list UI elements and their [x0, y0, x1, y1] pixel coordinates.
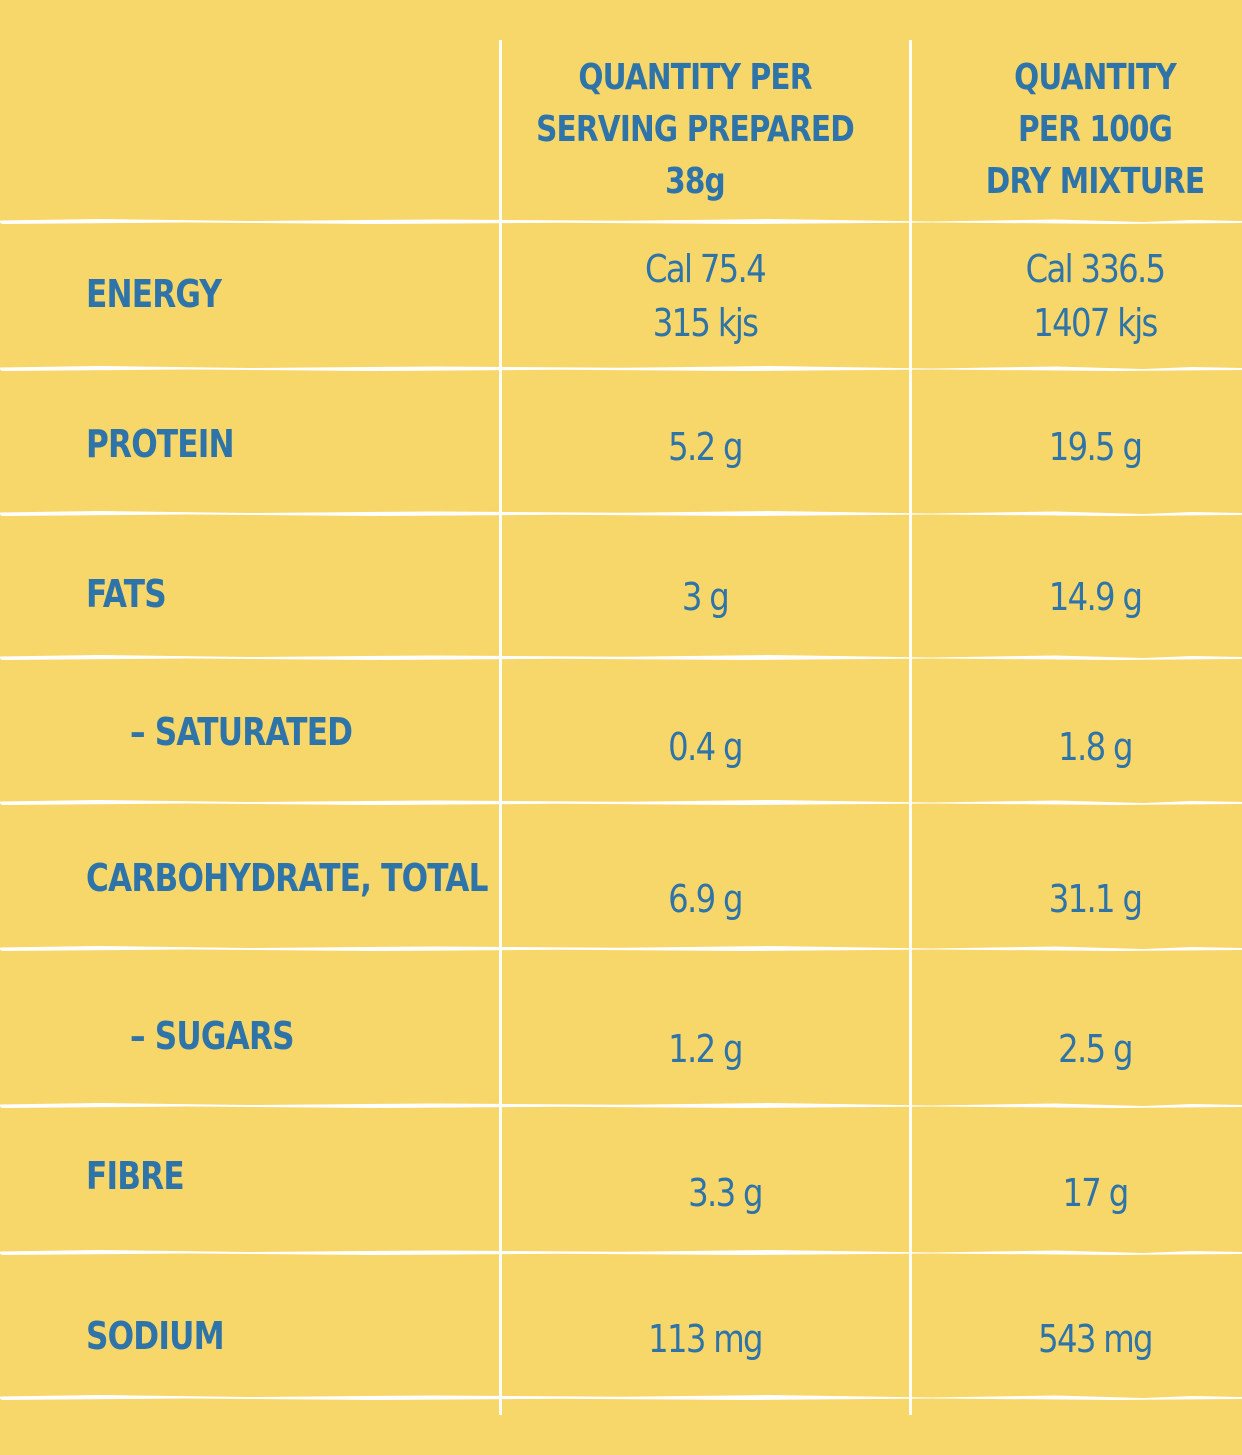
carbohydrate-per100: 31.1 g	[1048, 877, 1143, 921]
header-line: DRY MIXTURE	[985, 161, 1205, 202]
header-line: QUANTITY	[1014, 57, 1177, 98]
row-divider	[0, 1395, 1242, 1400]
header-line: 38g	[665, 161, 726, 202]
column-divider-1	[499, 40, 502, 1415]
sugars-per100: 2.5 g	[1058, 1027, 1133, 1071]
fats-serving: 3 g	[681, 575, 730, 619]
row-label-saturated: – SATURATED	[130, 710, 353, 754]
column-divider-2	[909, 40, 912, 1415]
row-divider	[0, 800, 1242, 805]
header-per-serving: QUANTITY PER SERVING PREPARED 38g	[535, 52, 855, 208]
fibre-per100: 17 g	[1062, 1171, 1129, 1215]
row-label-energy: ENERGY	[86, 272, 222, 316]
energy-per100-cal: Cal 336.5	[1025, 247, 1166, 291]
row-divider	[0, 511, 1242, 516]
saturated-per100: 1.8 g	[1058, 725, 1133, 769]
row-divider	[0, 946, 1242, 951]
row-divider	[0, 1103, 1242, 1108]
header-per-100g: QUANTITY PER 100G DRY MIXTURE	[943, 52, 1242, 208]
energy-per100: Cal 336.5 1407 kjs	[938, 242, 1242, 350]
sodium-serving: 113 mg	[648, 1317, 763, 1361]
fats-per100: 14.9 g	[1048, 575, 1143, 619]
row-label-fibre: FIBRE	[86, 1154, 185, 1198]
row-label-sodium: SODIUM	[86, 1314, 225, 1358]
header-line: SERVING PREPARED	[536, 109, 855, 150]
row-label-carbohydrate: CARBOHYDRATE, TOTAL	[86, 856, 488, 900]
sugars-serving: 1.2 g	[668, 1027, 743, 1071]
row-divider	[0, 219, 1242, 224]
energy-serving: Cal 75.4 315 kjs	[531, 242, 880, 350]
header-line: QUANTITY PER	[578, 57, 812, 98]
row-divider	[0, 655, 1242, 660]
sodium-per100: 543 mg	[1038, 1317, 1153, 1361]
row-divider	[0, 1250, 1242, 1255]
row-label-fats: FATS	[86, 572, 167, 616]
energy-per100-kj: 1407 kjs	[1033, 301, 1158, 345]
energy-serving-cal: Cal 75.4	[645, 247, 767, 291]
row-label-sugars: – SUGARS	[130, 1014, 295, 1058]
carbohydrate-serving: 6.9 g	[668, 877, 743, 921]
header-line: PER 100G	[1017, 109, 1173, 150]
saturated-serving: 0.4 g	[668, 725, 743, 769]
protein-serving: 5.2 g	[668, 425, 743, 469]
row-label-protein: PROTEIN	[86, 422, 235, 466]
fibre-serving: 3.3 g	[688, 1171, 763, 1215]
energy-serving-kj: 315 kjs	[652, 301, 759, 345]
row-divider	[0, 366, 1242, 371]
protein-per100: 19.5 g	[1048, 425, 1143, 469]
